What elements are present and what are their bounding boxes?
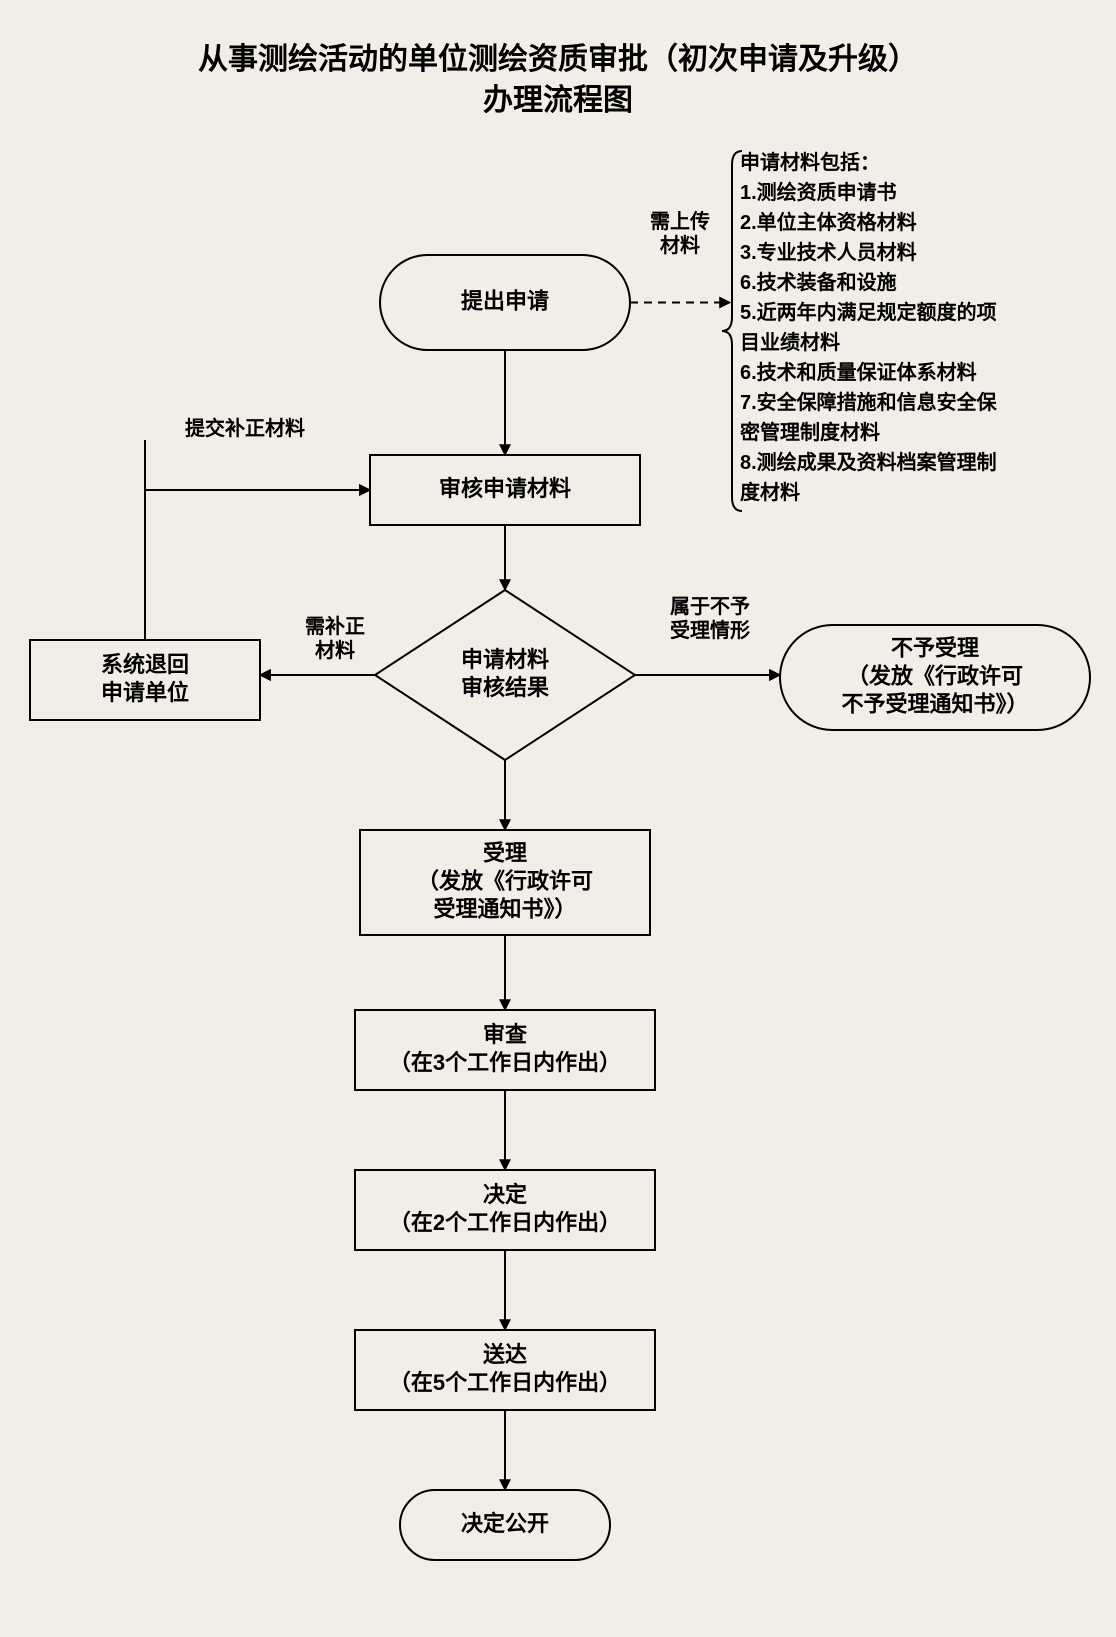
- svg-text:审核申请材料: 审核申请材料: [439, 476, 571, 501]
- svg-text:提交补正材料: 提交补正材料: [185, 416, 305, 440]
- materials-brace: [722, 151, 742, 511]
- node-publish: 决定公开: [400, 1490, 610, 1560]
- node-reject: 不予受理（发放《行政许可不予受理通知书》）: [780, 625, 1090, 730]
- materials-list: 申请材料包括：1.测绘资质申请书2.单位主体资格材料3.专业技术人员材料6.技术…: [740, 150, 998, 504]
- svg-text:决定公开: 决定公开: [461, 1511, 549, 1536]
- flowchart-canvas: 提出申请审核申请材料申请材料审核结果 系统退回申请单位 不予受理（发放《行政许可不予…: [0, 0, 1116, 1637]
- node-return: 系统退回申请单位: [30, 640, 260, 720]
- svg-text:提出申请: 提出申请: [461, 288, 549, 313]
- page-title-line2: 办理流程图: [483, 84, 633, 117]
- node-review: 审核申请材料: [370, 455, 640, 525]
- node-decide: 决定（在2个工作日内作出）: [355, 1170, 655, 1250]
- svg-text:需补正材料: 需补正材料: [305, 614, 365, 662]
- svg-text:属于不予受理情形: 属于不予受理情形: [670, 595, 750, 642]
- node-decision: 申请材料审核结果: [375, 590, 635, 760]
- node-start: 提出申请: [380, 255, 630, 350]
- node-deliver: 送达（在5个工作日内作出）: [355, 1330, 655, 1410]
- node-examine: 审查（在3个工作日内作出）: [355, 1010, 655, 1090]
- node-accept: 受理（发放《行政许可受理通知书》）: [360, 830, 650, 935]
- page-title-line1: 从事测绘活动的单位测绘资质审批（初次申请及升级）: [198, 43, 918, 76]
- svg-text:需上传材料: 需上传材料: [650, 210, 710, 257]
